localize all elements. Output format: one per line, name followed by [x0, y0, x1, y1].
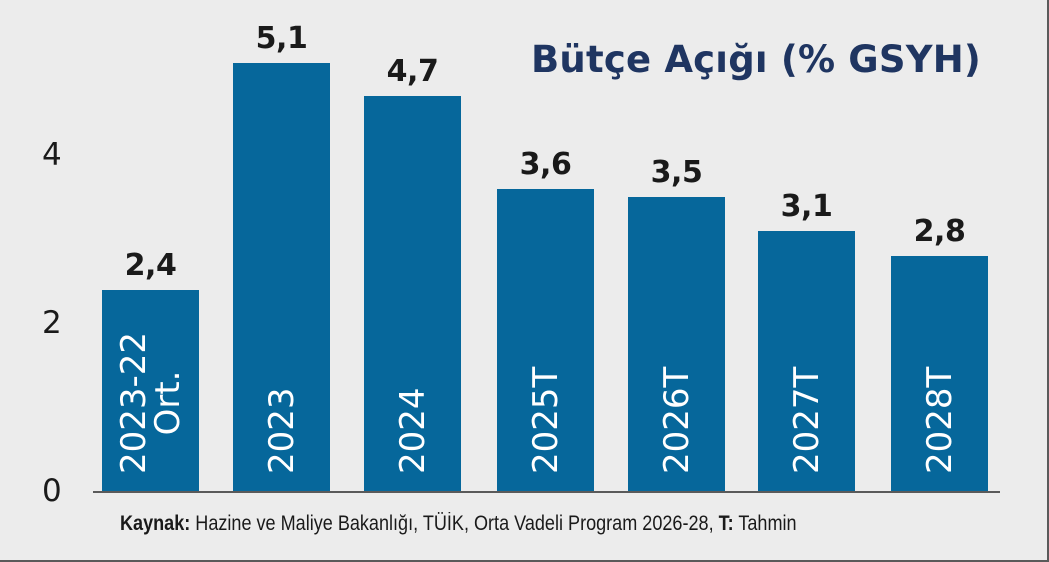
bar-2: 2024	[364, 96, 461, 492]
bar-5: 2027T	[758, 231, 855, 492]
source-text: Hazine ve Maliye Bakanlığı, TÜİK, Orta V…	[190, 512, 719, 535]
bar-value-label: 3,1	[780, 189, 833, 224]
bar-4: 2026T	[628, 197, 725, 492]
bar-category-label: 2026T	[656, 366, 697, 474]
bar-category-label: 2028T	[919, 366, 960, 474]
bar-category-label: 2024	[392, 387, 433, 474]
bar-value-label: 5,1	[255, 21, 308, 56]
bar-value-label: 2,8	[913, 214, 966, 249]
bar-3: 2025T	[497, 189, 594, 492]
bar-0: 2023-22 Ort.	[102, 290, 199, 492]
source-label: Kaynak:	[120, 512, 191, 535]
source-note: Kaynak: Hazine ve Maliye Bakanlığı, TÜİK…	[120, 512, 797, 536]
bar-value-label: 3,6	[519, 147, 572, 182]
x-axis-line	[93, 491, 1000, 493]
bar-value-label: 2,4	[124, 248, 177, 283]
bar-category-label: 2023-22 Ort.	[113, 331, 188, 474]
bar-category-label: 2025T	[525, 366, 566, 474]
note-label: T:	[718, 512, 734, 535]
y-tick-2: 2	[42, 305, 62, 341]
bar-6: 2028T	[891, 256, 988, 492]
y-tick-4: 4	[42, 137, 62, 173]
bar-category-label: 2027T	[786, 366, 827, 474]
note-text: Tahmin	[733, 512, 797, 535]
y-tick-0: 0	[42, 473, 62, 509]
bar-value-label: 3,5	[650, 155, 703, 190]
bar-1: 2023	[233, 63, 330, 492]
bar-category-label: 2023	[261, 387, 302, 474]
bar-value-label: 4,7	[386, 54, 439, 89]
chart-title: Bütçe Açığı (% GSYH)	[531, 38, 981, 81]
